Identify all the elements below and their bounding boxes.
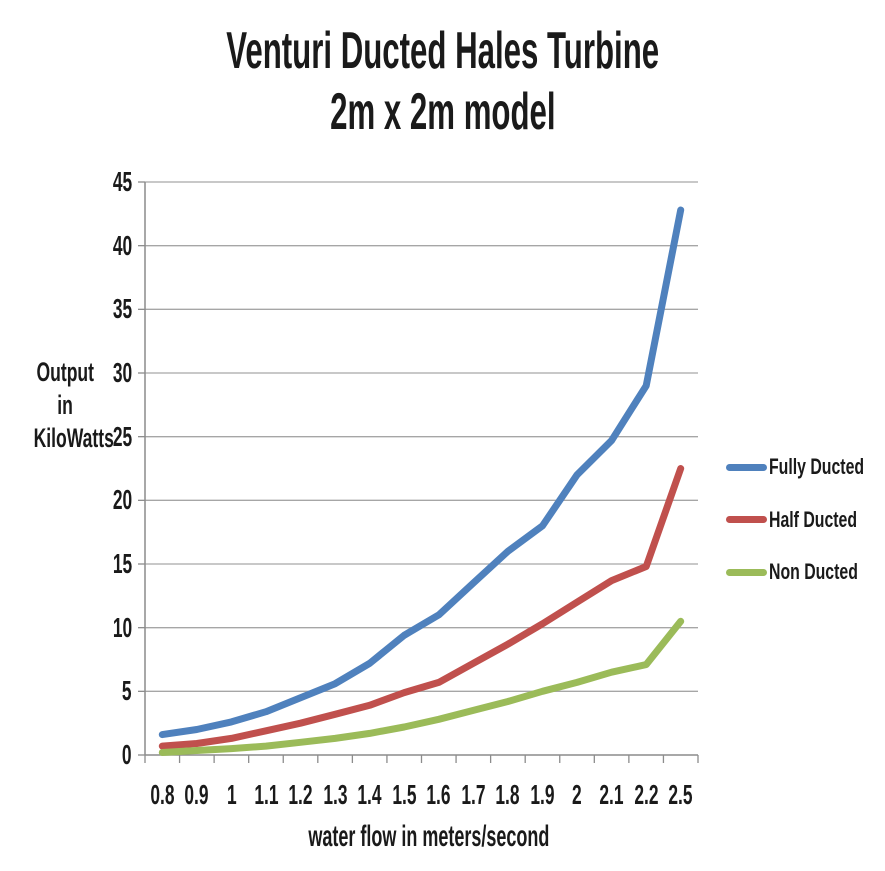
y-tick-label: 35: [40, 295, 132, 323]
x-tick-label-text: 2.1: [599, 779, 624, 810]
x-tick-label: 2.1: [582, 781, 642, 809]
series-line-non-ducted: [158, 617, 685, 756]
y-tick-label: 20: [40, 486, 132, 514]
y-tick-label: 25: [40, 420, 132, 452]
chart-title-line-2: 2m x 2m model: [0, 84, 885, 140]
x-tick-label: 1.3: [305, 781, 365, 809]
y-axis-title-text: KiloWatts: [33, 423, 114, 453]
y-axis-title-text: in: [57, 390, 73, 420]
x-tick-label-text: 1.8: [495, 779, 520, 810]
y-tick-label-text: 5: [122, 675, 132, 707]
legend-item-half-ducted: Half Ducted: [726, 507, 885, 533]
x-tick-label-text: 1.7: [461, 779, 486, 810]
y-tick-label-text: 15: [112, 548, 132, 579]
x-tick-label-text: 1: [226, 779, 237, 810]
legend-item-fully-ducted: Fully Ducted: [726, 454, 885, 480]
x-tick-label-text: 1.3: [323, 779, 348, 810]
y-tick-label-text: 25: [112, 420, 132, 452]
x-tick-label-text: 1.6: [426, 779, 451, 810]
x-tick-label: 1.1: [236, 781, 296, 809]
y-tick-label-text: 20: [112, 484, 132, 516]
x-tick-label: 1.2: [271, 781, 331, 809]
x-tick-label: 1.5: [374, 781, 434, 809]
legend-label-text: Fully Ducted: [769, 454, 865, 479]
series-line-half-ducted: [158, 465, 685, 750]
y-tick-label: 0: [40, 741, 132, 769]
x-tick-label-text: 2: [572, 779, 582, 810]
y-tick-label-text: 45: [112, 166, 132, 197]
x-tick-label: 1.6: [409, 781, 469, 809]
x-tick-label-text: 1.2: [288, 779, 313, 810]
legend-label-text: Non Ducted: [769, 559, 858, 584]
x-tick-label: 2.2: [616, 781, 676, 809]
y-tick-label: 5: [40, 677, 132, 705]
y-tick-label: 10: [40, 611, 132, 643]
x-tick-label: 0.8: [132, 781, 192, 809]
x-axis-title-text: water flow in meters/second: [308, 820, 550, 853]
y-axis-title-text: Output: [36, 357, 94, 387]
x-tick-label-text: 1.9: [530, 779, 555, 810]
y-axis-title-line: KiloWatts: [12, 422, 118, 455]
y-tick-label-text: 35: [112, 293, 132, 325]
y-tick-label: 30: [40, 359, 132, 387]
x-tick-label-text: 0.9: [184, 779, 209, 810]
y-tick-label-text: 0: [122, 739, 132, 770]
series-line-fully-ducted: [158, 206, 685, 739]
x-tick-label: 1.4: [340, 781, 400, 809]
x-tick-label: 1: [201, 781, 261, 809]
legend-label: Non Ducted: [769, 559, 885, 585]
x-tick-label-text: 2.5: [668, 779, 693, 810]
chart-title-text-2: 2m x 2m model: [329, 83, 556, 141]
legend-line-icon: [726, 568, 767, 576]
chart-title-text-1: Venturi Ducted Hales Turbine: [226, 22, 659, 80]
x-tick-label-text: 1.1: [253, 779, 279, 810]
legend-label-text: Half Ducted: [769, 506, 858, 532]
y-tick-label-text: 10: [112, 611, 132, 643]
legend-label: Fully Ducted: [769, 454, 885, 480]
x-tick-label: 0.9: [167, 781, 227, 809]
y-tick-label: 15: [40, 550, 132, 578]
y-axis-title-line: Output: [12, 356, 118, 389]
x-tick-label: 1.7: [443, 781, 503, 809]
legend-label: Half Ducted: [769, 507, 885, 533]
y-tick-label-text: 30: [112, 357, 132, 388]
legend-line-icon: [726, 516, 767, 523]
y-tick-label: 45: [40, 168, 132, 196]
x-axis-title: water flow in meters/second: [228, 820, 628, 854]
y-axis-title: Output in KiloWatts: [12, 356, 118, 455]
y-axis-title-line: in: [12, 389, 118, 422]
x-tick-label: 1.8: [478, 781, 538, 809]
x-tick-label: 1.9: [512, 781, 572, 809]
x-tick-label: 2: [547, 781, 607, 809]
legend-line-icon: [726, 463, 767, 471]
chart-title-line-1: Venturi Ducted Hales Turbine: [0, 23, 885, 79]
y-tick-label-text: 40: [112, 229, 132, 261]
x-tick-label-text: 0.8: [150, 779, 175, 810]
x-tick-label: 2.5: [651, 781, 711, 809]
x-tick-label-text: 2.2: [634, 779, 659, 810]
x-tick-label-text: 1.5: [392, 779, 417, 810]
y-tick-label: 40: [40, 229, 132, 261]
legend-item-non-ducted: Non Ducted: [726, 559, 885, 585]
x-tick-label-text: 1.4: [357, 779, 382, 810]
